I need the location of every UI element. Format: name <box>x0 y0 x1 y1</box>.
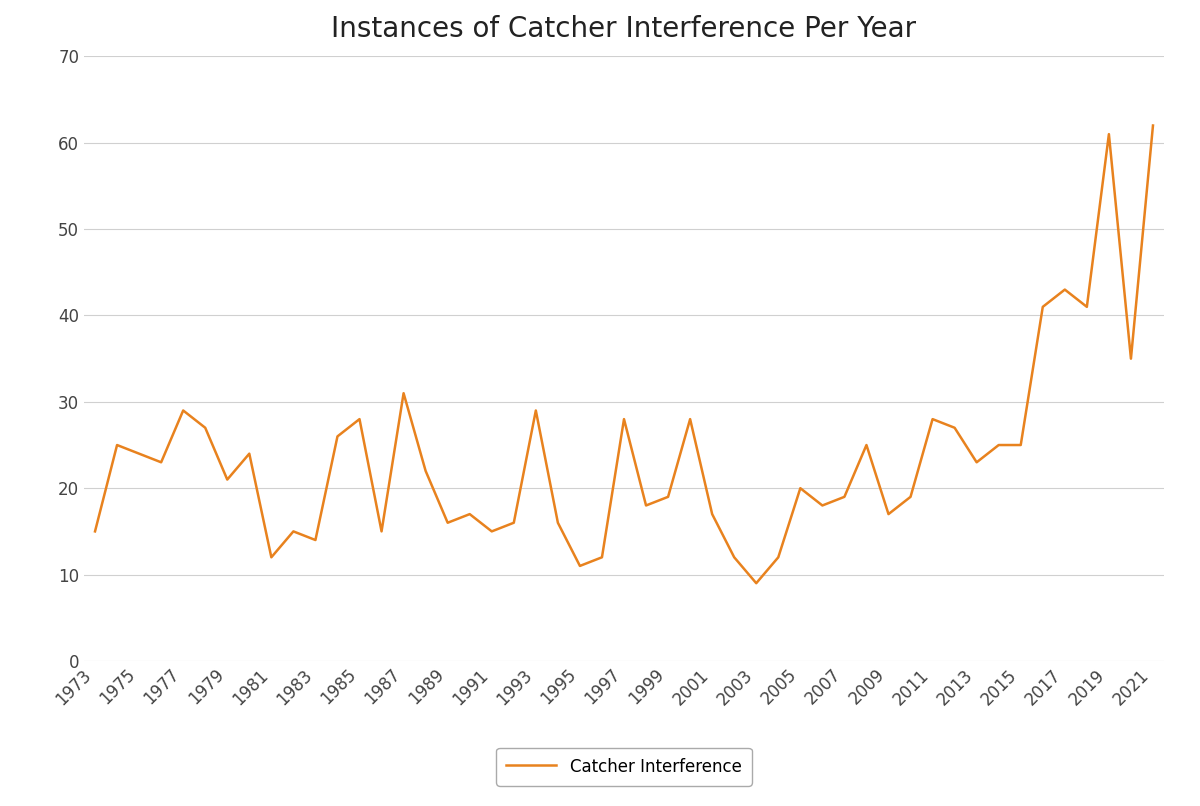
Catcher Interference <box>396 388 410 398</box>
Catcher Interference <box>948 423 962 433</box>
Catcher Interference <box>1014 440 1028 450</box>
Catcher Interference <box>198 423 212 433</box>
Catcher Interference <box>793 484 808 493</box>
Catcher Interference <box>88 526 102 536</box>
Catcher Interference <box>242 449 257 459</box>
Catcher Interference <box>1102 129 1116 139</box>
Catcher Interference <box>1146 121 1160 131</box>
Catcher Interference <box>551 518 565 528</box>
Catcher Interference <box>110 440 125 450</box>
Catcher Interference <box>220 475 234 484</box>
Catcher Interference <box>595 552 610 562</box>
Catcher Interference <box>727 552 742 562</box>
Catcher Interference <box>506 518 521 528</box>
Catcher Interference <box>1080 302 1094 312</box>
Catcher Interference <box>176 405 191 415</box>
Catcher Interference <box>772 552 786 562</box>
Legend: Catcher Interference: Catcher Interference <box>497 748 751 786</box>
Catcher Interference <box>419 466 433 476</box>
Catcher Interference <box>925 414 940 424</box>
Catcher Interference <box>529 405 544 415</box>
Catcher Interference <box>572 561 587 571</box>
Catcher Interference <box>859 440 874 450</box>
Catcher Interference <box>286 526 300 536</box>
Catcher Interference <box>704 509 719 519</box>
Catcher Interference <box>617 414 631 424</box>
Catcher Interference <box>485 526 499 536</box>
Catcher Interference <box>749 579 763 588</box>
Catcher Interference <box>353 414 367 424</box>
Catcher Interference <box>638 501 653 510</box>
Catcher Interference <box>838 492 852 501</box>
Catcher Interference <box>132 449 146 459</box>
Catcher Interference <box>661 492 676 501</box>
Catcher Interference <box>308 535 323 545</box>
Catcher Interference <box>991 440 1006 450</box>
Catcher Interference <box>462 509 476 519</box>
Catcher Interference <box>154 458 168 467</box>
Catcher Interference <box>264 552 278 562</box>
Title: Instances of Catcher Interference Per Year: Instances of Catcher Interference Per Ye… <box>331 15 917 43</box>
Catcher Interference <box>881 509 895 519</box>
Catcher Interference <box>1036 302 1050 312</box>
Catcher Interference <box>683 414 697 424</box>
Catcher Interference <box>374 526 389 536</box>
Catcher Interference <box>970 458 984 467</box>
Catcher Interference <box>1123 354 1138 364</box>
Catcher Interference <box>330 431 344 441</box>
Catcher Interference <box>1057 285 1072 294</box>
Catcher Interference <box>440 518 455 528</box>
Catcher Interference <box>815 501 829 510</box>
Line: Catcher Interference: Catcher Interference <box>95 126 1153 584</box>
Catcher Interference <box>904 492 918 501</box>
